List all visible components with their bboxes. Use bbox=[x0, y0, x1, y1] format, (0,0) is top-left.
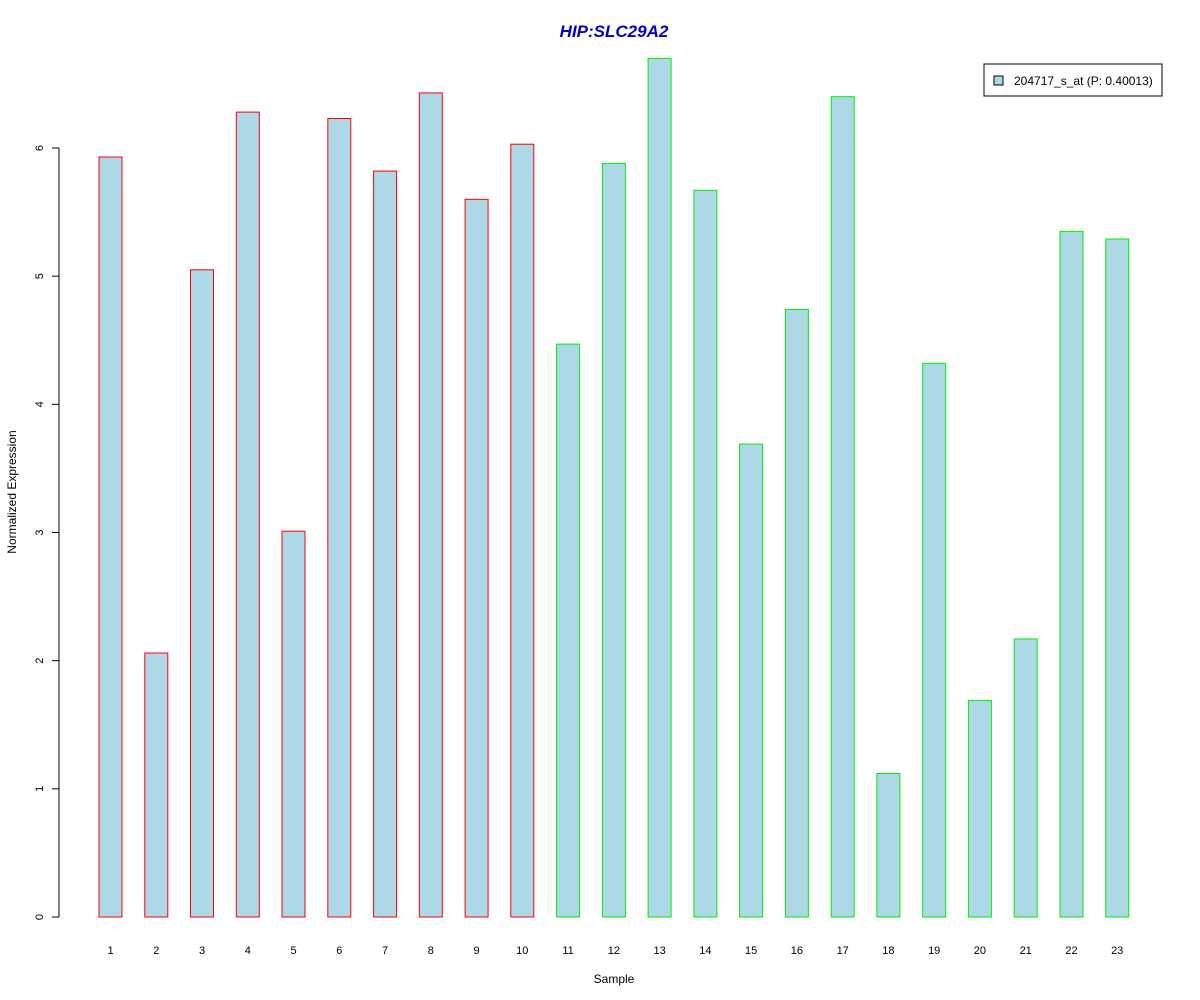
y-tick-label: 5 bbox=[34, 273, 46, 279]
bar-sample-16 bbox=[784, 309, 809, 918]
bar-sample-21 bbox=[1013, 638, 1038, 918]
bars bbox=[98, 57, 1130, 918]
x-axis-tick-labels: 1 2 3 4 5 6 7 8 9 10 11 12 13 14 15 16 17 18 19 20 21 22 23 bbox=[107, 945, 1123, 957]
bar-sample-11 bbox=[556, 343, 581, 918]
x-tick-label: 9 bbox=[474, 945, 480, 957]
x-tick-label: 20 bbox=[974, 945, 986, 957]
bar-sample-15 bbox=[739, 443, 764, 918]
bar-sample-4 bbox=[235, 111, 260, 918]
bar-sample-6 bbox=[327, 118, 352, 918]
bar-sample-2 bbox=[144, 652, 169, 918]
bar-sample-10 bbox=[510, 143, 535, 918]
y-tick-label: 2 bbox=[34, 658, 46, 664]
x-tick-label: 14 bbox=[699, 945, 711, 957]
bar-sample-7 bbox=[373, 170, 398, 918]
bar-sample-23 bbox=[1105, 238, 1130, 918]
x-tick-label: 5 bbox=[290, 945, 296, 957]
x-tick-label: 2 bbox=[153, 945, 159, 957]
y-tick-label: 0 bbox=[34, 914, 46, 920]
bar-sample-20 bbox=[967, 699, 992, 918]
x-tick-label: 13 bbox=[653, 945, 665, 957]
bar-sample-8 bbox=[418, 92, 443, 918]
x-tick-label: 7 bbox=[382, 945, 388, 957]
y-tick-label: 3 bbox=[34, 529, 46, 535]
x-tick-label: 10 bbox=[516, 945, 528, 957]
y-tick-label: 6 bbox=[34, 145, 46, 151]
bar-sample-9 bbox=[464, 198, 489, 918]
x-tick-label: 23 bbox=[1111, 945, 1123, 957]
x-tick-label: 15 bbox=[745, 945, 757, 957]
bar-sample-12 bbox=[601, 162, 626, 918]
x-tick-label: 16 bbox=[791, 945, 803, 957]
x-tick-label: 3 bbox=[199, 945, 205, 957]
y-tick-label: 1 bbox=[34, 786, 46, 792]
x-tick-label: 21 bbox=[1020, 945, 1032, 957]
bar-sample-18 bbox=[876, 773, 901, 918]
legend: 204717_s_at (P: 0.40013) bbox=[983, 63, 1163, 97]
legend-box bbox=[983, 63, 1163, 97]
y-tick-label: 4 bbox=[34, 401, 46, 407]
bar-sample-14 bbox=[693, 189, 718, 918]
chart-title: HIP:SLC29A2 bbox=[560, 22, 669, 41]
legend-label: 204717_s_at (P: 0.40013) bbox=[1014, 74, 1153, 88]
x-tick-label: 8 bbox=[428, 945, 434, 957]
y-axis-label: Normalized Expression bbox=[5, 430, 19, 553]
x-tick-label: 19 bbox=[928, 945, 940, 957]
bar-sample-19 bbox=[922, 362, 947, 918]
bar-sample-3 bbox=[190, 269, 214, 918]
x-tick-label: 1 bbox=[107, 945, 113, 957]
x-tick-label: 11 bbox=[562, 945, 573, 957]
y-axis: 0 1 2 3 4 5 6 bbox=[34, 145, 60, 920]
bar-sample-22 bbox=[1059, 230, 1084, 918]
bar-sample-1 bbox=[98, 156, 123, 918]
legend-swatch bbox=[993, 75, 1004, 86]
bar-sample-13 bbox=[647, 57, 672, 918]
x-tick-label: 22 bbox=[1065, 945, 1077, 957]
bar-sample-5 bbox=[281, 530, 306, 918]
x-tick-label: 17 bbox=[837, 945, 849, 957]
x-tick-label: 12 bbox=[608, 945, 620, 957]
x-tick-label: 6 bbox=[336, 945, 342, 957]
x-tick-label: 4 bbox=[245, 945, 251, 957]
x-tick-label: 18 bbox=[882, 945, 894, 957]
x-axis-label: Sample bbox=[594, 972, 635, 986]
bar-sample-17 bbox=[830, 96, 855, 918]
